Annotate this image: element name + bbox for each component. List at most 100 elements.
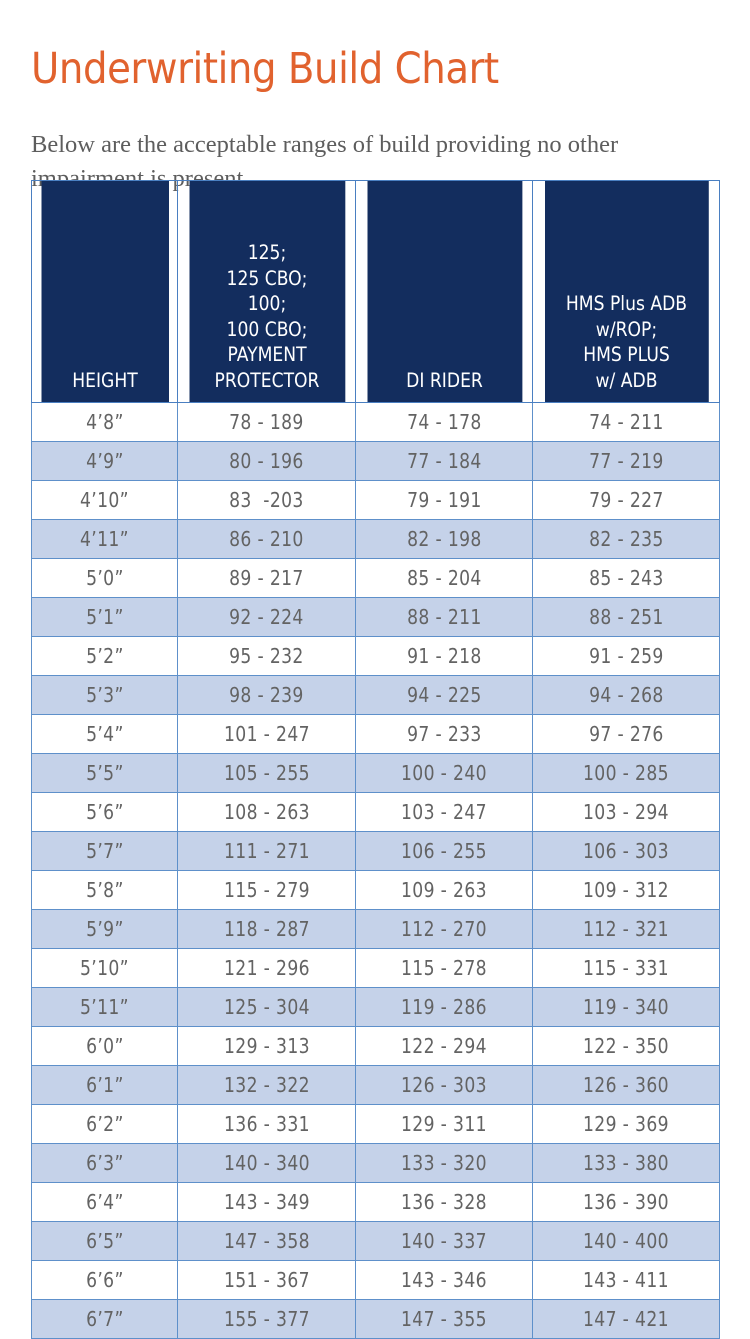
cell-value: 112 - 270 <box>401 917 487 941</box>
column-header-hms-plus-adb: HMS Plus ADB w/ROP; HMS PLUS w/ ADB <box>543 180 709 403</box>
cell-value: 83 -203 <box>229 488 304 512</box>
column-header-line: 100 CBO; <box>226 317 307 341</box>
cell-col3: 109 - 312 <box>532 870 720 910</box>
cell-height: 5’0” <box>31 558 178 598</box>
underwriting-build-table: HEIGHT 125; 125 CBO; 100; 100 CBO; PAYMENT PRO… <box>31 180 720 1339</box>
cell-value: 91 - 218 <box>406 644 482 668</box>
cell-col1: 155 - 377 <box>177 1299 356 1339</box>
cell-col1: 151 - 367 <box>177 1260 356 1300</box>
cell-col2: 122 - 294 <box>355 1026 533 1066</box>
column-header-line: PROTECTOR <box>213 368 319 392</box>
cell-value: 6’3” <box>85 1151 124 1175</box>
cell-value: 119 - 286 <box>401 995 487 1019</box>
cell-value: 77 - 184 <box>406 449 482 473</box>
cell-value: 5’8” <box>85 878 124 902</box>
cell-value: 85 - 204 <box>406 566 482 590</box>
cell-value: 97 - 276 <box>588 722 664 746</box>
cell-value: 5’11” <box>80 995 129 1019</box>
cell-value: 100 - 285 <box>583 761 669 785</box>
cell-height: 4’9” <box>31 441 178 481</box>
cell-height: 5’2” <box>31 636 178 676</box>
cell-col1: 80 - 196 <box>177 441 356 481</box>
cell-value: 6’4” <box>85 1190 124 1214</box>
cell-col2: 100 - 240 <box>355 753 533 793</box>
cell-value: 136 - 331 <box>223 1112 310 1136</box>
cell-value: 140 - 337 <box>401 1229 487 1253</box>
cell-col3: 122 - 350 <box>532 1026 720 1066</box>
cell-value: 89 - 217 <box>229 566 304 590</box>
cell-value: 100 - 240 <box>401 761 487 785</box>
cell-value: 88 - 211 <box>406 605 482 629</box>
table-row: 4’11” 86 - 210 82 - 198 82 - 235 <box>31 519 720 559</box>
column-header-plan-125-100: 125; 125 CBO; 100; 100 CBO; PAYMENT PROTECTOR <box>187 180 346 403</box>
column-header-line: PAYMENT <box>226 343 307 366</box>
cell-value: 5’6” <box>85 800 124 824</box>
cell-value: 115 - 278 <box>401 956 487 980</box>
cell-height: 5’11” <box>31 987 178 1027</box>
cell-col3: 136 - 390 <box>532 1182 720 1222</box>
column-header-line: w/ROP; <box>595 317 657 341</box>
cell-value: 122 - 294 <box>401 1034 487 1058</box>
cell-value: 119 - 340 <box>583 995 669 1019</box>
cell-height: 6’2” <box>31 1104 178 1144</box>
page-title: Underwriting Build Chart <box>31 43 499 94</box>
intro-paragraph: Below are the acceptable ranges of build… <box>31 130 619 192</box>
cell-value: 74 - 178 <box>406 410 482 434</box>
cell-col1: 136 - 331 <box>177 1104 356 1144</box>
cell-value: 82 - 235 <box>588 527 664 551</box>
cell-value: 5’0” <box>85 566 124 590</box>
cell-col1: 108 - 263 <box>177 792 356 832</box>
column-header-line: HEIGHT <box>71 368 138 392</box>
cell-value: 105 - 255 <box>223 761 310 785</box>
cell-value: 86 - 210 <box>229 527 304 551</box>
cell-value: 80 - 196 <box>229 449 304 473</box>
cell-value: 109 - 263 <box>401 878 487 902</box>
table-row: 6’4” 143 - 349 136 - 328 136 - 390 <box>31 1182 720 1222</box>
cell-value: 115 - 279 <box>223 878 310 902</box>
cell-col3: 112 - 321 <box>532 909 720 949</box>
cell-col1: 105 - 255 <box>177 753 356 793</box>
table-row: 5’5” 105 - 255 100 - 240 100 - 285 <box>31 753 720 793</box>
cell-height: 5’3” <box>31 675 178 715</box>
cell-col1: 143 - 349 <box>177 1182 356 1222</box>
cell-col1: 132 - 322 <box>177 1065 356 1105</box>
cell-value: 136 - 328 <box>401 1190 487 1214</box>
column-header-line: w/ ADB <box>594 368 657 392</box>
table-row: 5’3” 98 - 239 94 - 225 94 - 268 <box>31 675 720 715</box>
cell-col1: 92 - 224 <box>177 597 356 637</box>
cell-col2: 106 - 255 <box>355 831 533 871</box>
cell-height: 6’6” <box>31 1260 178 1300</box>
cell-col2: 79 - 191 <box>355 480 533 520</box>
table-row: 6’6” 151 - 367 143 - 346 143 - 411 <box>31 1260 720 1300</box>
cell-col1: 98 - 239 <box>177 675 356 715</box>
cell-value: 147 - 355 <box>401 1307 487 1331</box>
cell-value: 85 - 243 <box>588 566 664 590</box>
cell-col3: 82 - 235 <box>532 519 720 559</box>
cell-col1: 111 - 271 <box>177 831 356 871</box>
cell-value: 112 - 321 <box>583 917 669 941</box>
cell-col3: 119 - 340 <box>532 987 720 1027</box>
table-row: 4’10” 83 -203 79 - 191 79 - 227 <box>31 480 720 520</box>
cell-value: 118 - 287 <box>223 917 310 941</box>
cell-height: 5’10” <box>31 948 178 988</box>
cell-height: 5’6” <box>31 792 178 832</box>
table-row: 5’0” 89 - 217 85 - 204 85 - 243 <box>31 558 720 598</box>
column-header-di-rider: DI RIDER <box>365 180 523 403</box>
cell-value: 94 - 225 <box>406 683 482 707</box>
cell-value: 6’2” <box>85 1112 124 1136</box>
cell-value: 108 - 263 <box>223 800 310 824</box>
cell-value: 147 - 421 <box>583 1307 669 1331</box>
table-row: 6’3” 140 - 340 133 - 320 133 - 380 <box>31 1143 720 1183</box>
cell-col2: 115 - 278 <box>355 948 533 988</box>
cell-height: 4’8” <box>31 402 178 442</box>
cell-value: 140 - 400 <box>583 1229 669 1253</box>
table-row: 5’6” 108 - 263 103 - 247 103 - 294 <box>31 792 720 832</box>
cell-value: 132 - 322 <box>223 1073 310 1097</box>
cell-height: 6’4” <box>31 1182 178 1222</box>
cell-col1: 89 - 217 <box>177 558 356 598</box>
cell-col2: 147 - 355 <box>355 1299 533 1339</box>
cell-value: 5’1” <box>85 605 124 629</box>
cell-value: 4’11” <box>80 527 129 551</box>
table-row: 5’9” 118 - 287 112 - 270 112 - 321 <box>31 909 720 949</box>
cell-value: 74 - 211 <box>588 410 664 434</box>
